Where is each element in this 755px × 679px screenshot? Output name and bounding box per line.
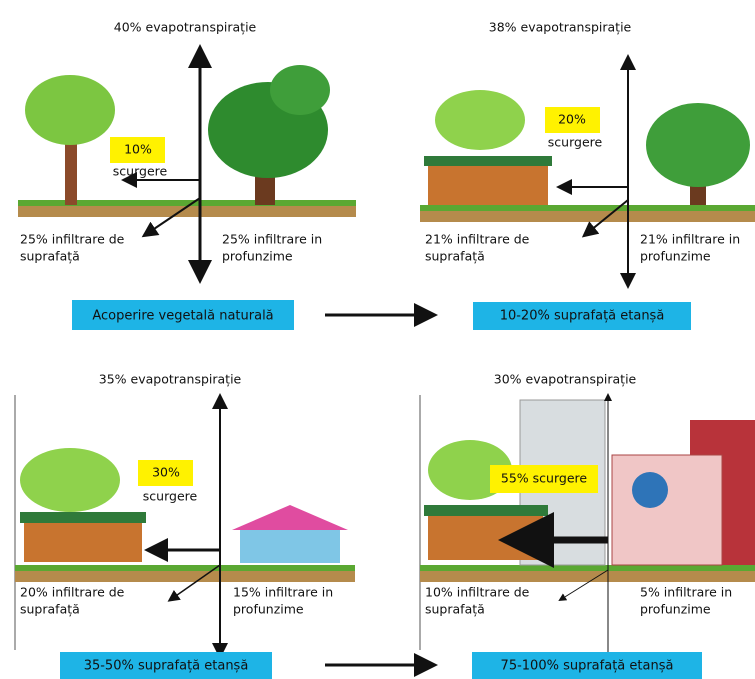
runoff-label: 10% [124,142,152,157]
shallow-infiltration-label: suprafață [425,602,485,617]
deep-infiltration-label: 21% infiltrare in [640,232,740,247]
caption: 10-20% suprafață etanșă [500,309,665,324]
shallow-infiltration-label: suprafață [425,249,485,264]
shallow-infiltration-label: 21% infiltrare de [425,232,530,247]
shallow-infiltration-label: 10% infiltrare de [425,585,530,600]
shallow-infiltration-label: 20% infiltrare de [20,585,125,600]
deep-infiltration-label: profunzime [640,602,711,617]
shallow-infiltration-label: 25% infiltrare de [20,232,125,247]
evapotranspiration-label: 40% evapotranspirație [114,20,257,35]
deep-infiltration-label: 5% infiltrare in [640,585,732,600]
runoff-label: scurgere [548,135,603,150]
runoff-label: 55% scurgere [501,471,587,486]
shallow-infiltration-label: suprafață [20,249,80,264]
arrows [121,44,636,677]
deep-infiltration-label: profunzime [640,249,711,264]
runoff-label: scurgere [113,164,168,179]
highlights [60,107,702,679]
caption: 75-100% suprafață etanșă [501,659,674,674]
caption: 35-50% suprafață etanșă [84,659,249,674]
evapotranspiration-label: 30% evapotranspirație [494,372,637,387]
deep-infiltration-label: 25% infiltrare in [222,232,322,247]
caption: Acoperire vegetală naturală [92,309,273,324]
runoff-label: 20% [558,112,586,127]
deep-infiltration-label: 15% infiltrare in [233,585,333,600]
evapotranspiration-label: 35% evapotranspirație [99,372,242,387]
runoff-label: 30% [152,465,180,480]
deep-infiltration-label: profunzime [233,602,304,617]
evapotranspiration-label: 38% evapotranspirație [489,20,632,35]
deep-infiltration-label: profunzime [222,249,293,264]
scenery [14,65,755,650]
runoff-label: scurgere [143,489,198,504]
shallow-infiltration-label: suprafață [20,602,80,617]
